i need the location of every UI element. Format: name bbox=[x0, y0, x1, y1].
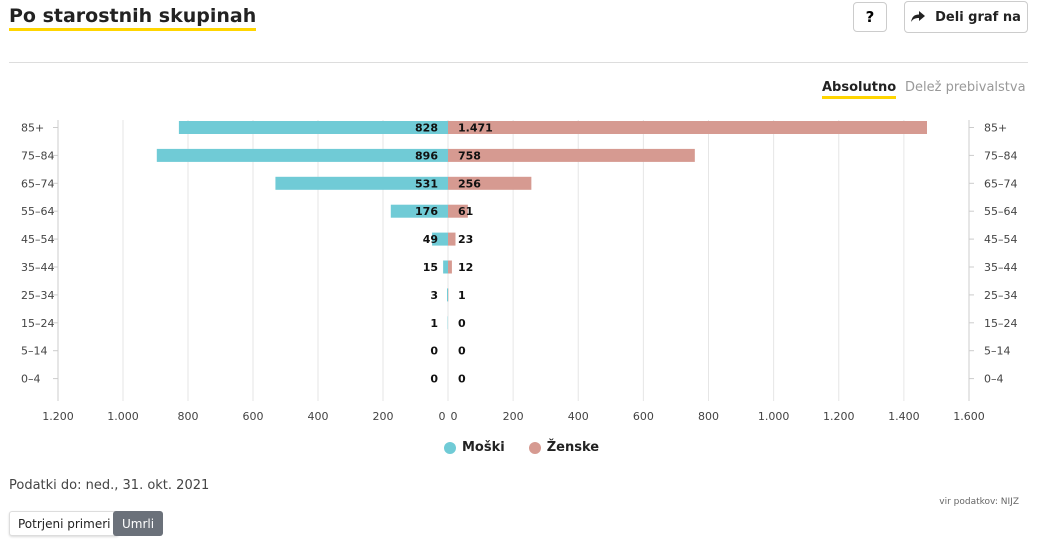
share-button[interactable]: Deli graf na bbox=[904, 1, 1028, 33]
header-divider bbox=[9, 62, 1028, 63]
bar-women bbox=[448, 121, 927, 134]
age-group-chart: 1.200 1.000 800 600 400 200 0 200 400 600 800 1.000… bbox=[21, 120, 1018, 423]
data-label-women: 23 bbox=[458, 233, 473, 246]
x-tick-label-left: 400 bbox=[308, 410, 329, 423]
share-arrow-icon bbox=[911, 11, 926, 22]
data-label-men: 3 bbox=[430, 289, 438, 302]
bar-women bbox=[448, 232, 456, 246]
category-label-left: 45–54 bbox=[21, 233, 55, 246]
category-label-right: 25–34 bbox=[984, 289, 1018, 302]
confirmed-cases-button[interactable]: Potrjeni primeri bbox=[9, 511, 120, 536]
bar-women bbox=[448, 176, 532, 190]
data-label-women: 0 bbox=[458, 317, 466, 330]
legend-men-label: Moški bbox=[462, 440, 505, 455]
deceased-button[interactable]: Umrli bbox=[113, 511, 164, 536]
help-label: ? bbox=[865, 8, 875, 26]
data-label-men: 896 bbox=[415, 149, 438, 162]
chart-legend: Moški Ženske bbox=[444, 440, 599, 455]
x-tick-label-left: 600 bbox=[243, 410, 264, 423]
tab-population-share[interactable]: Delež prebivalstva bbox=[905, 80, 1026, 95]
x-tick-label-right: 1.200 bbox=[823, 410, 855, 423]
data-label-men: 0 bbox=[430, 373, 438, 386]
data-label-women: 61 bbox=[458, 205, 473, 218]
data-label-men: 0 bbox=[430, 345, 438, 358]
category-label-right: 0–4 bbox=[984, 373, 1004, 386]
data-label-women: 12 bbox=[458, 261, 473, 274]
category-label-right: 65–74 bbox=[984, 177, 1018, 190]
data-label-men: 49 bbox=[423, 233, 438, 246]
category-label-right: 15–24 bbox=[984, 317, 1018, 330]
bar-men bbox=[275, 176, 448, 190]
data-source-text: vir podatkov: NIJZ bbox=[939, 497, 1019, 507]
x-tick-label-right: 0 bbox=[451, 410, 458, 423]
category-label-left: 25–34 bbox=[21, 289, 55, 302]
bar-women bbox=[448, 204, 468, 218]
category-label-right: 55–64 bbox=[984, 205, 1018, 218]
data-label-men: 1 bbox=[430, 317, 438, 330]
data-label-women: 0 bbox=[458, 373, 466, 386]
legend-men-swatch bbox=[444, 441, 456, 454]
category-label-right: 35–44 bbox=[984, 261, 1018, 274]
data-label-women: 758 bbox=[458, 149, 481, 162]
x-tick-label-right: 800 bbox=[698, 410, 719, 423]
legend-item-women[interactable]: Ženske bbox=[528, 440, 600, 455]
data-updated-text: Podatki do: ned., 31. okt. 2021 bbox=[9, 478, 210, 493]
category-label-right: 75–84 bbox=[984, 149, 1018, 162]
data-label-men: 15 bbox=[423, 261, 438, 274]
data-label-women: 0 bbox=[458, 345, 466, 358]
category-label-right: 45–54 bbox=[984, 233, 1018, 246]
category-label-left: 75–84 bbox=[21, 149, 55, 162]
bar-men bbox=[178, 121, 448, 134]
legend-women-swatch bbox=[528, 441, 541, 454]
bar-men bbox=[443, 260, 448, 274]
legend-item-men[interactable]: Moški bbox=[444, 440, 505, 455]
legend-women-label: Ženske bbox=[546, 440, 600, 455]
page-title: Po starostnih skupinah bbox=[9, 4, 257, 31]
x-tick-label-right: 1.600 bbox=[953, 410, 985, 423]
tab-absolute[interactable]: Absolutno bbox=[822, 79, 897, 99]
x-tick-label-left: 800 bbox=[178, 410, 199, 423]
category-label-left: 15–24 bbox=[21, 317, 55, 330]
x-tick-label-left: 0 bbox=[439, 410, 446, 423]
bar-women bbox=[448, 260, 452, 274]
category-label-left: 55–64 bbox=[21, 205, 55, 218]
category-label-left: 35–44 bbox=[21, 261, 55, 274]
x-tick-label-right: 400 bbox=[568, 410, 589, 423]
x-tick-label-right: 1.400 bbox=[888, 410, 920, 423]
x-tick-label-right: 600 bbox=[633, 410, 654, 423]
category-label-left: 65–74 bbox=[21, 177, 55, 190]
data-label-women: 256 bbox=[458, 177, 481, 190]
category-label-right: 85+ bbox=[984, 122, 1007, 135]
x-tick-label-left: 200 bbox=[373, 410, 394, 423]
data-label-men: 531 bbox=[415, 177, 438, 190]
data-label-women: 1 bbox=[458, 289, 466, 302]
x-tick-label-left: 1.000 bbox=[107, 410, 139, 423]
data-label-men: 828 bbox=[415, 122, 438, 135]
x-tick-label-left: 1.200 bbox=[42, 410, 74, 423]
share-button-label: Deli graf na bbox=[935, 9, 1021, 25]
bar-men bbox=[432, 232, 448, 246]
x-tick-label-right: 1.000 bbox=[758, 410, 790, 423]
bar-men bbox=[447, 288, 448, 302]
bar-women bbox=[448, 148, 695, 162]
category-label-right: 5–14 bbox=[984, 345, 1011, 358]
data-label-men: 176 bbox=[415, 205, 438, 218]
category-label-left: 85+ bbox=[21, 122, 44, 135]
category-label-left: 0–4 bbox=[21, 373, 41, 386]
data-label-women: 1.471 bbox=[458, 122, 493, 135]
bar-men bbox=[156, 148, 449, 162]
x-tick-label-right: 200 bbox=[503, 410, 524, 423]
category-label-left: 5–14 bbox=[21, 345, 48, 358]
help-button[interactable]: ? bbox=[853, 2, 887, 32]
bar-men bbox=[390, 204, 448, 218]
